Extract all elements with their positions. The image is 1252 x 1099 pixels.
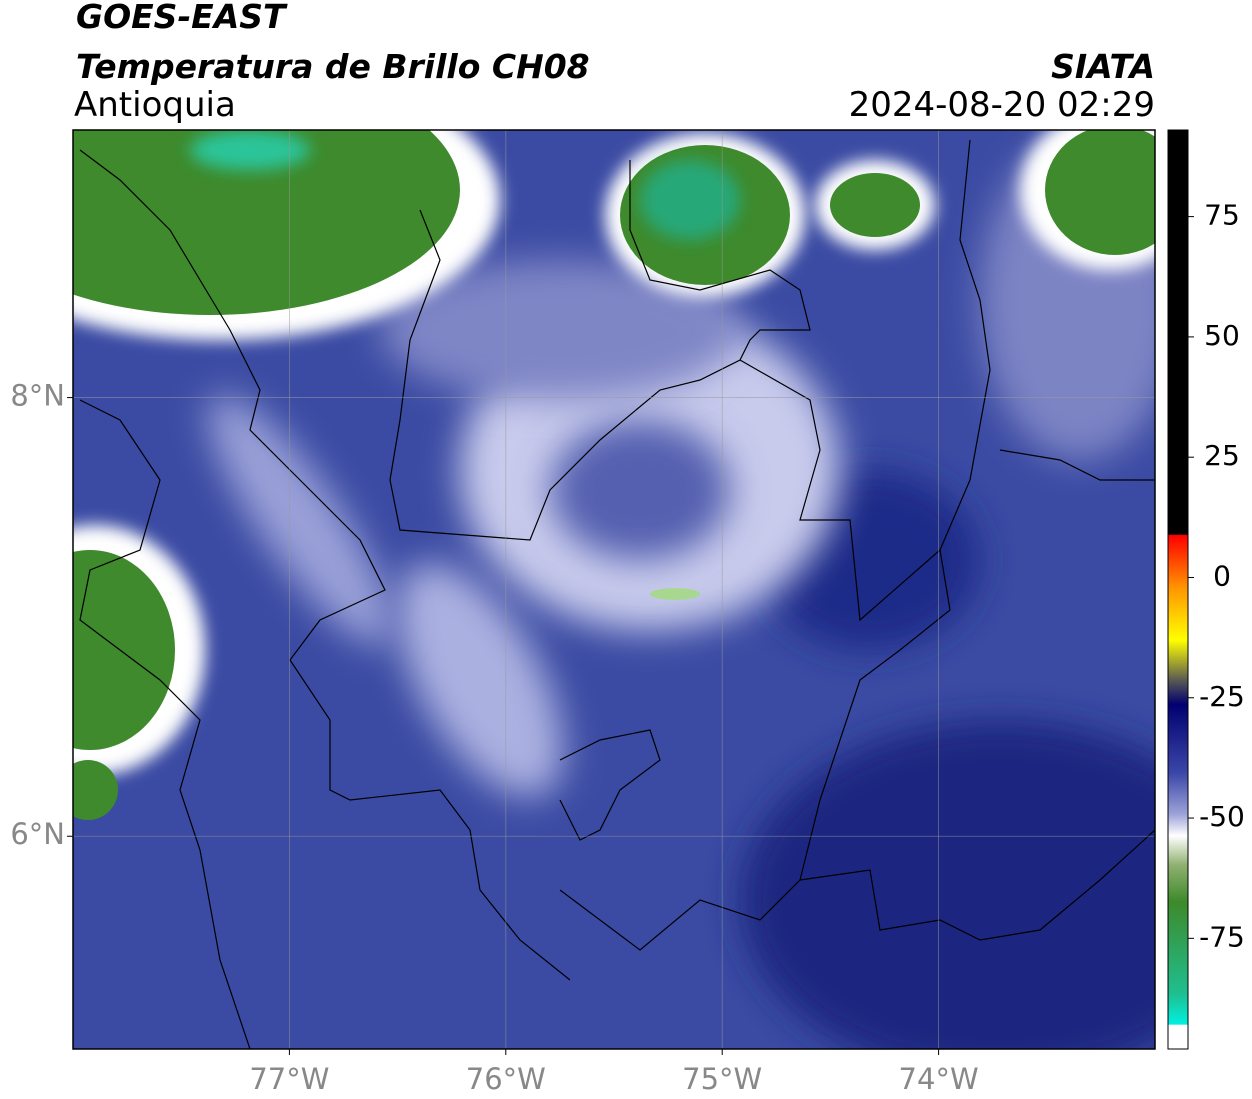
colorbar-tick-label: 75 <box>1204 199 1240 232</box>
colorbar-tick-label: -25 <box>1199 680 1245 713</box>
colorbar-tick-label: -50 <box>1199 800 1245 833</box>
x-tick-label: 77°W <box>249 1062 329 1096</box>
map-frame <box>72 129 1156 1050</box>
subtitle: Temperatura de Brillo CH08 <box>76 47 590 86</box>
region: Antioquia <box>74 85 236 125</box>
title: GOES-EAST <box>76 0 288 36</box>
colorbar-tick-label: 0 <box>1213 559 1231 592</box>
y-tick-label: 6°N <box>10 817 65 851</box>
x-tick-label: 76°W <box>466 1062 546 1096</box>
map-image <box>73 130 1155 1049</box>
colorbar-tick-label: -75 <box>1199 920 1245 953</box>
x-tick-label: 74°W <box>899 1062 979 1096</box>
source: SIATA <box>1051 47 1155 86</box>
colorbar-tick-label: 25 <box>1204 439 1240 472</box>
x-tick-label: 75°W <box>682 1062 762 1096</box>
colorbar <box>1167 129 1189 1050</box>
y-tick-label: 8°N <box>10 379 65 413</box>
grid <box>73 130 1155 1049</box>
timestamp: 2024-08-20 02:29 <box>849 85 1155 125</box>
colorbar-tick-label: 50 <box>1204 319 1240 352</box>
